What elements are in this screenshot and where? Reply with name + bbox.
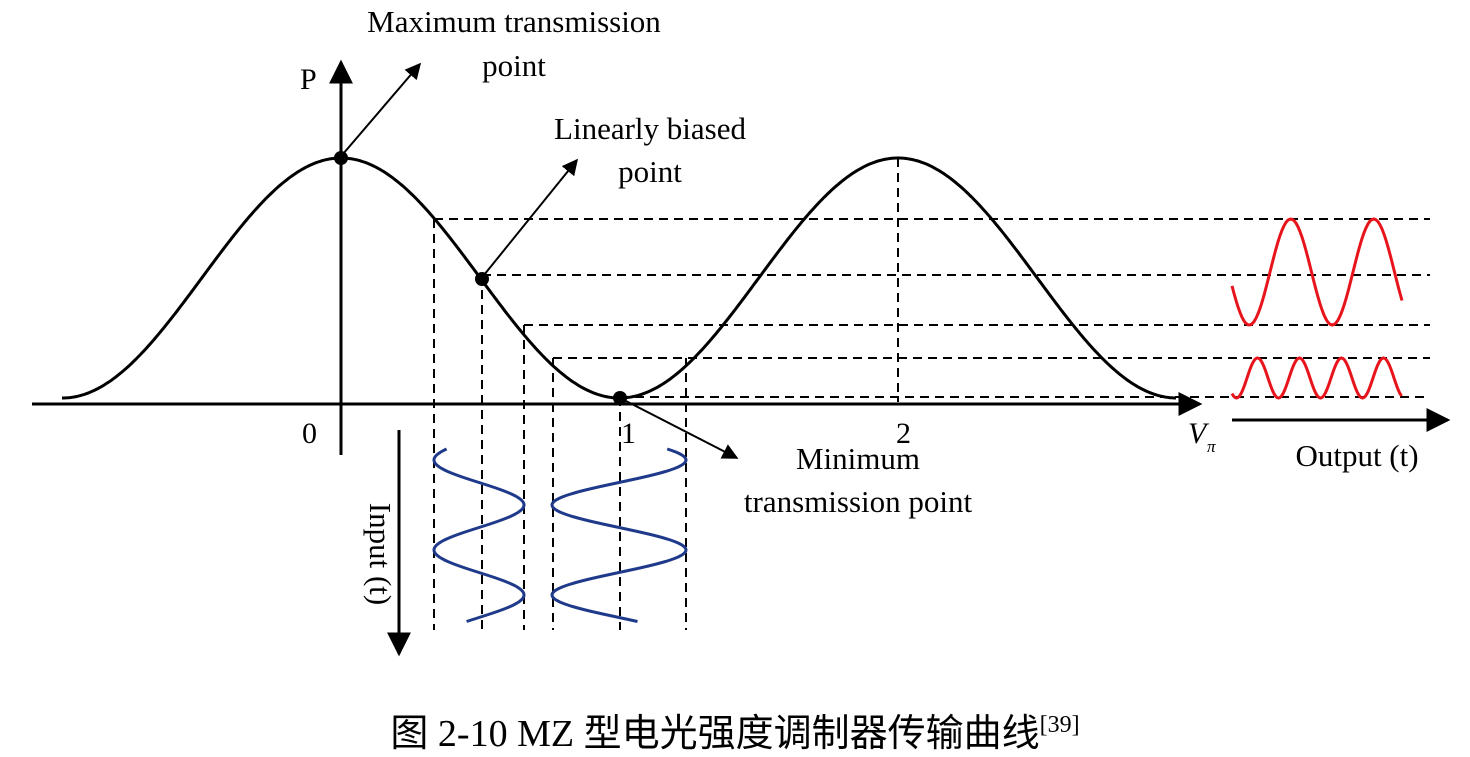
max-label-line2: point	[482, 48, 546, 83]
output-label: Output (t)	[1295, 438, 1418, 473]
tick-1-label: 1	[621, 417, 636, 450]
min-label-line2: transmission point	[744, 484, 973, 519]
min-pointer-arrow	[623, 399, 739, 459]
linear-bias-dot	[475, 272, 489, 286]
y-axis-label: P	[300, 63, 317, 96]
output-wave-large	[1230, 217, 1404, 327]
max-label-line1: Maximum transmission	[367, 4, 661, 39]
tick-0-label: 0	[302, 417, 317, 450]
input-wave-minimum	[550, 447, 688, 623]
caption-reference: [39]	[1039, 712, 1080, 738]
max-transmission-dot	[334, 151, 348, 165]
dashed-guides	[433, 158, 1430, 630]
linear-label-line1: Linearly biased	[554, 111, 746, 146]
x-axis-subscript: π	[1207, 437, 1216, 456]
linear-pointer-arrow	[483, 158, 579, 276]
caption-text: 图 2-10 MZ 型电光强度调制器传输曲线	[390, 713, 1040, 755]
x-axis-label: V	[1188, 417, 1210, 450]
output-wave-small	[1230, 356, 1403, 400]
figure-caption: 图 2-10 MZ 型电光强度调制器传输曲线[39]	[0, 702, 1470, 757]
min-transmission-dot	[613, 391, 627, 405]
min-label-line1: Minimum	[796, 441, 920, 476]
input-label: Input (t)	[363, 503, 398, 605]
mz-transfer-diagram: P 0 1 2 V π Maximum transmission point L…	[32, 4, 1451, 657]
input-wave-biased	[432, 447, 526, 623]
max-pointer-arrow	[342, 62, 422, 155]
transfer-curve	[62, 156, 1176, 400]
linear-label-line2: point	[618, 154, 682, 189]
tick-2-label: 2	[896, 417, 911, 450]
